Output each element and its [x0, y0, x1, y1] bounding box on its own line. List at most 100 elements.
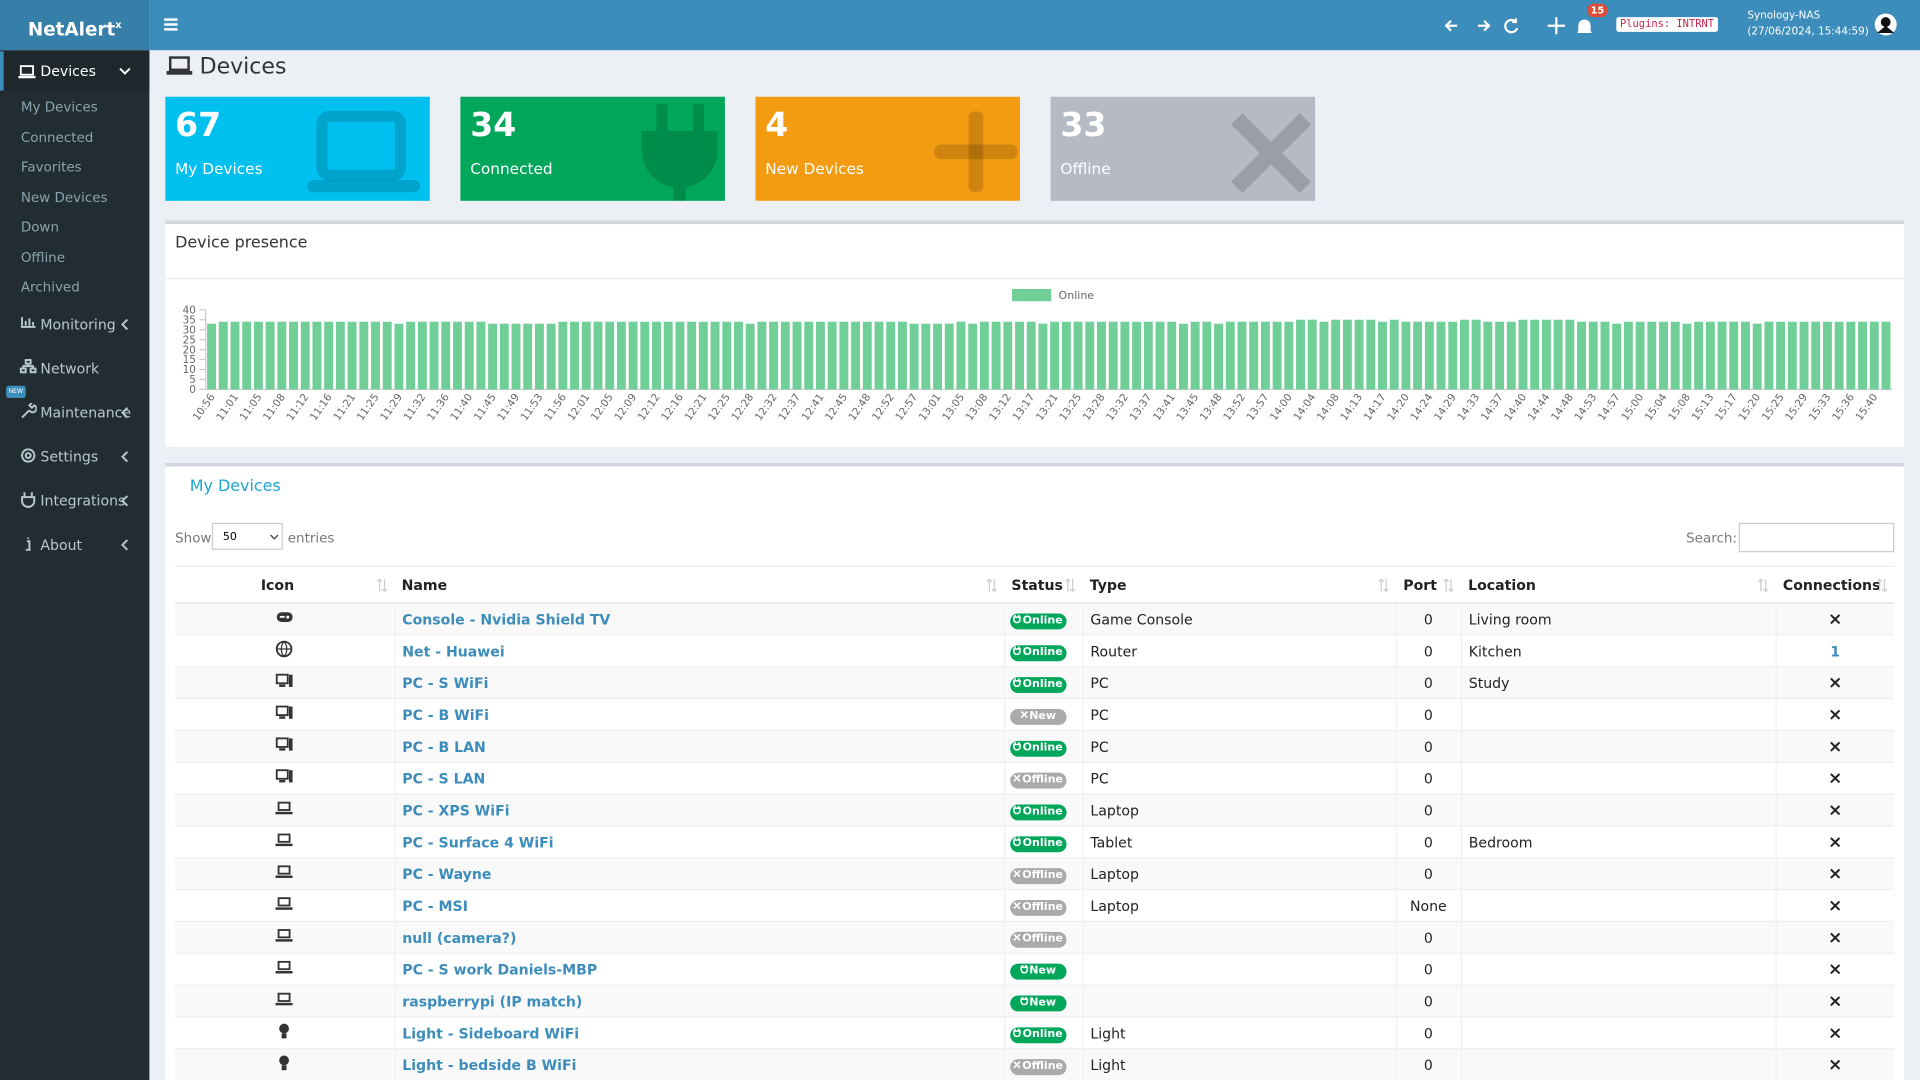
name-cell: PC - S work Daniels-MBP — [393, 952, 1005, 986]
table-row[interactable]: raspberrypi (IP match) New 0 × — [175, 984, 1895, 1017]
bar — [1307, 319, 1317, 390]
status-badge: Online — [1009, 612, 1066, 629]
nav-icons[interactable] — [1444, 15, 1604, 37]
submenu-item[interactable]: Down — [20, 219, 59, 236]
bar — [1846, 321, 1856, 390]
status-badge: Offline — [1009, 899, 1066, 916]
submenu-item[interactable]: Archived — [20, 279, 80, 296]
tile[interactable]: 67 My Devices — [165, 96, 430, 201]
column-header[interactable]: Icon — [175, 565, 395, 604]
table-row[interactable]: PC - B WiFi New PC 0 × — [175, 697, 1895, 731]
plugins-badge[interactable]: Plugins: INTRNT — [1616, 17, 1718, 32]
device-link[interactable]: PC - MSI — [402, 896, 468, 915]
table-row[interactable]: PC - S WiFi Online PC 0 Study × — [175, 666, 1895, 699]
table-row[interactable]: null (camera?) Offline 0 × — [175, 920, 1895, 954]
user-avatar[interactable] — [1873, 12, 1897, 36]
submenu-item[interactable]: Favorites — [20, 159, 82, 176]
table-row[interactable]: Net - Huawei Online Router 0 Kitchen 1 — [175, 634, 1895, 667]
tile[interactable]: 4 New Devices — [755, 96, 1021, 201]
table-row[interactable]: PC - XPS WiFi Online Laptop 0 × — [175, 793, 1895, 826]
bar — [1085, 321, 1095, 390]
brand-sup: x — [115, 19, 122, 31]
connections-cell: × — [1774, 825, 1895, 858]
submenu-item[interactable]: Connected — [20, 129, 94, 146]
device-link[interactable]: Light - bedside B WiFi — [402, 1056, 577, 1074]
bar — [1167, 321, 1177, 390]
bar — [1050, 321, 1060, 390]
table-row[interactable]: PC - Wayne Offline Laptop 0 × — [175, 857, 1895, 890]
type-cell: PC — [1081, 666, 1396, 699]
bar — [1647, 321, 1657, 390]
connections-text[interactable]: 1 — [1830, 642, 1841, 660]
table-row[interactable]: PC - B LAN Online PC 0 × — [175, 729, 1895, 763]
table-row[interactable]: PC - Surface 4 WiFi Online Tablet 0 Bedroom × — [175, 825, 1895, 858]
device-icon — [279, 1055, 290, 1071]
device-link[interactable]: PC - S WiFi — [402, 674, 489, 692]
bar — [1705, 321, 1715, 390]
menu-active[interactable]: Devices — [0, 51, 150, 91]
status-badge: Online — [1009, 644, 1066, 661]
column-header[interactable]: Status — [1004, 565, 1083, 604]
connections-text: × — [1828, 704, 1843, 725]
connections-cell: × — [1774, 729, 1895, 763]
device-link[interactable]: PC - Surface 4 WiFi — [402, 833, 554, 851]
device-link[interactable]: PC - B LAN — [402, 737, 486, 755]
menu-item[interactable]: Maintenance NEW — [0, 385, 149, 425]
tile-label: Connected — [470, 159, 553, 178]
column-header[interactable]: Connections — [1775, 565, 1895, 604]
device-link[interactable]: PC - Wayne — [402, 865, 492, 883]
menu-item[interactable]: Integrations — [0, 491, 149, 513]
table-row[interactable]: PC - S work Daniels-MBP New 0 × — [175, 952, 1895, 986]
submenu-item[interactable]: New Devices — [20, 189, 108, 206]
table-row[interactable]: Light - bedside B WiFi Offline Light 0 × — [175, 1048, 1895, 1080]
column-header[interactable]: Port — [1395, 565, 1461, 604]
status-text: Online — [1022, 677, 1063, 691]
column-header[interactable]: Type — [1082, 565, 1396, 604]
bar — [1541, 319, 1551, 390]
menu-item[interactable]: About — [0, 535, 149, 557]
length-value: 50 — [222, 531, 237, 544]
table-row[interactable]: Console - Nvidia Shield TV Online Game Con… — [175, 602, 1895, 635]
type-cell: PC — [1081, 761, 1396, 795]
device-link[interactable]: PC - S LAN — [402, 769, 486, 787]
menu-item[interactable]: Network — [0, 359, 149, 381]
submenu-item[interactable]: My Devices — [20, 99, 98, 116]
status-cell: Online — [1003, 825, 1083, 858]
x-tick-label: 14:53 — [1572, 392, 1599, 423]
device-icon — [275, 960, 293, 974]
notification-badge[interactable]: 15 — [1586, 3, 1608, 18]
page-title: Devices — [199, 53, 287, 80]
tile[interactable]: 34 Connected — [460, 96, 725, 201]
column-header[interactable]: Location — [1460, 565, 1776, 604]
menu-item[interactable]: Monitoring — [0, 315, 149, 337]
device-link[interactable]: null (camera?) — [402, 928, 517, 946]
x-tick-label: 15:13 — [1689, 392, 1716, 423]
search-input[interactable] — [1738, 522, 1895, 553]
device-link[interactable]: PC - XPS WiFi — [402, 801, 510, 819]
table-row[interactable]: PC - S LAN Offline PC 0 × — [175, 761, 1895, 795]
x-tick-label: 13:17 — [1010, 392, 1037, 423]
status-cell: Offline — [1003, 857, 1083, 890]
device-link[interactable]: PC - S work Daniels-MBP — [402, 960, 598, 978]
device-link[interactable]: PC - B WiFi — [402, 705, 489, 724]
device-link[interactable]: raspberrypi (IP match) — [402, 992, 583, 1010]
column-header[interactable]: Name — [394, 565, 1005, 604]
bar — [1612, 323, 1622, 390]
x-tick-label: 15:36 — [1830, 392, 1857, 423]
table-row[interactable]: PC - MSI Offline Laptop None × — [175, 888, 1895, 922]
submenu-item[interactable]: Offline — [20, 249, 66, 266]
type-text: PC — [1090, 705, 1109, 724]
device-link[interactable]: Light - Sideboard WiFi — [402, 1024, 580, 1042]
menu-item[interactable]: Settings — [0, 447, 149, 469]
menu-toggle[interactable] — [164, 17, 179, 32]
status-icon-path — [1019, 964, 1028, 974]
device-link[interactable]: Net - Huawei — [402, 642, 505, 660]
x-tick-label: 12:52 — [870, 392, 897, 423]
tile[interactable]: 33 Offline — [1050, 96, 1316, 201]
device-link[interactable]: Console - Nvidia Shield TV — [402, 610, 611, 628]
bar — [815, 321, 825, 390]
length-select[interactable]: 50 — [211, 522, 283, 550]
table-row[interactable]: Light - Sideboard WiFi Online Light 0 × — [175, 1016, 1895, 1049]
logo[interactable]: NetAlertx — [0, 0, 150, 51]
